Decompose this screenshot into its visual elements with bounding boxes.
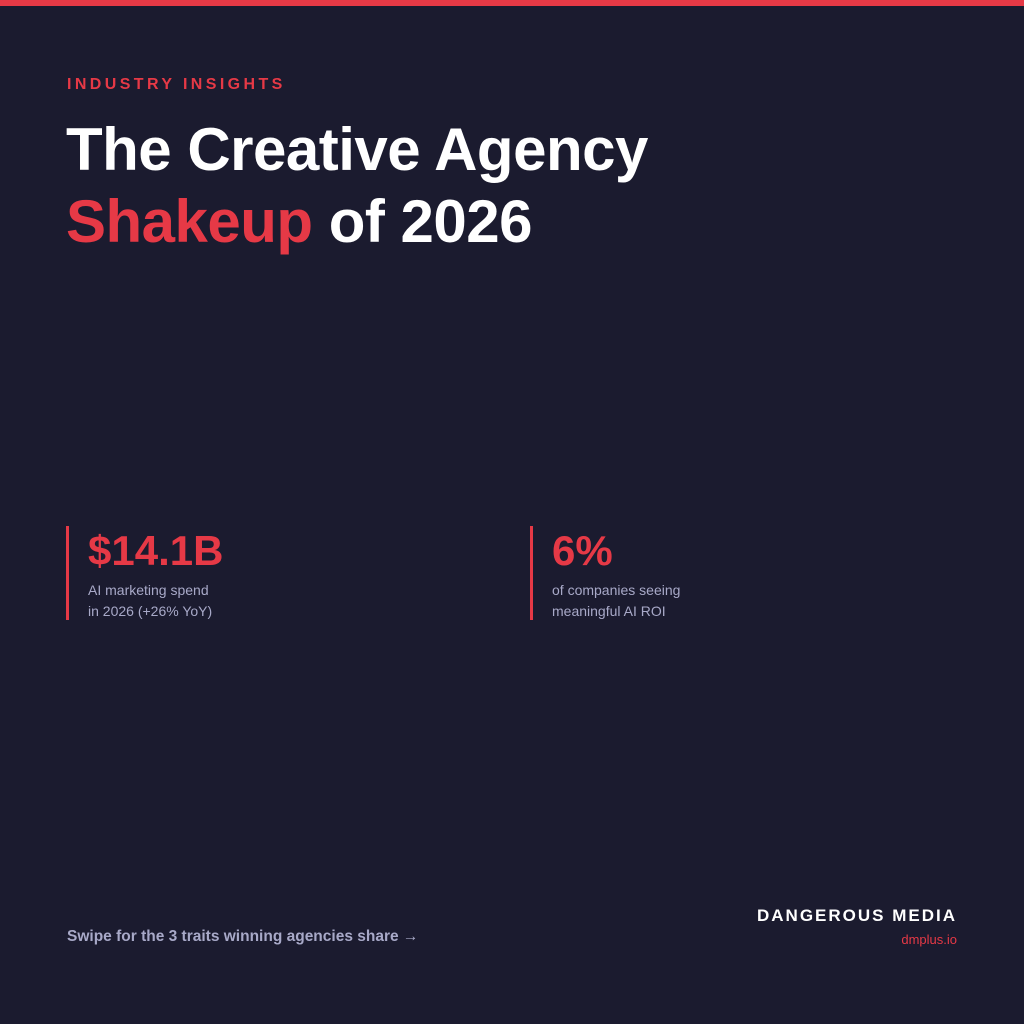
eyebrow-label: INDUSTRY INSIGHTS: [67, 76, 286, 93]
brand-url: dmplus.io: [901, 932, 957, 947]
stat-caption: of companies seeing meaningful AI ROI: [552, 580, 830, 622]
stat-caption: AI marketing spend in 2026 (+26% YoY): [88, 580, 366, 622]
stat-value: 6%: [552, 527, 613, 574]
stat-block-ai-spend: $14.1B AI marketing spend in 2026 (+26% …: [66, 526, 366, 620]
title-line-1: The Creative Agency: [66, 116, 648, 183]
page-title: The Creative Agency Shakeup of 2026: [66, 114, 648, 258]
stat-caption-line-2: meaningful AI ROI: [552, 603, 666, 619]
stat-block-ai-roi: 6% of companies seeing meaningful AI ROI: [530, 526, 830, 620]
title-line-2-rest: of 2026: [312, 188, 533, 255]
title-accent-word: Shakeup: [66, 188, 313, 255]
stat-value: $14.1B: [88, 527, 224, 574]
stat-caption-line-1: AI marketing spend: [88, 582, 209, 598]
swipe-cta: Swipe for the 3 traits winning agencies …: [67, 928, 419, 945]
brand-block: DANGEROUS MEDIA dmplus.io: [757, 906, 957, 947]
top-accent-bar: [0, 0, 1024, 6]
stat-caption-line-1: of companies seeing: [552, 582, 681, 598]
brand-name: DANGEROUS MEDIA: [756, 906, 957, 925]
stat-caption-line-2: in 2026 (+26% YoY): [88, 603, 213, 619]
